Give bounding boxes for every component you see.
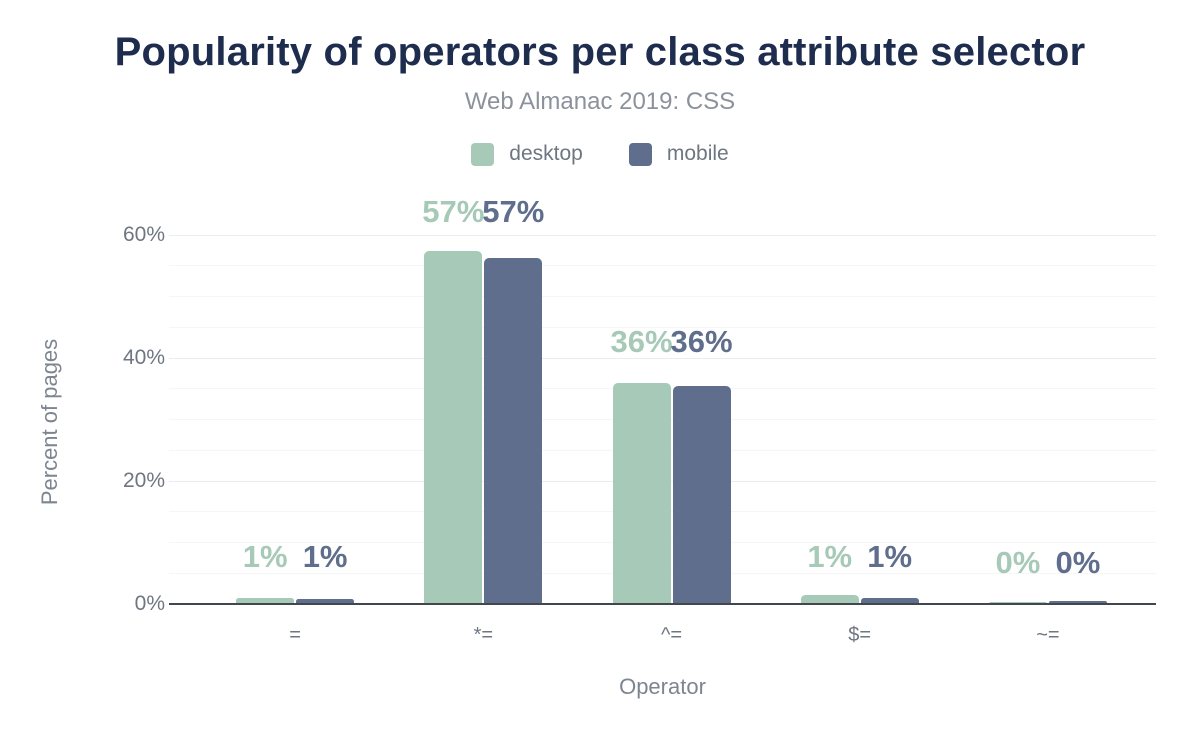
- y-tick-label-0: 0%: [134, 592, 165, 615]
- chart-title: Popularity of operators per class attrib…: [114, 30, 1086, 74]
- gridline-55: [169, 265, 1156, 267]
- bar-value-label-desktop-=: 1%: [242, 538, 288, 574]
- legend-label-desktop: desktop: [509, 142, 583, 165]
- x-tick-label-*=: *=: [473, 624, 494, 646]
- category-slot-=: 1% 1% =: [201, 190, 389, 646]
- bar-value-label-mobile-*=: 57%: [482, 194, 545, 230]
- bar-mobile-^=[interactable]: [672, 385, 731, 604]
- legend-item-desktop[interactable]: desktop: [471, 142, 583, 166]
- category-band: 1% 1% = 57% 57% *= 36% 36% ^= 1% 1% $= 0% 0% ~=: [201, 190, 1142, 646]
- bar-desktop-$=[interactable]: [800, 595, 859, 604]
- category-slot-~=: 0% 0% ~=: [954, 190, 1142, 646]
- x-tick-label-$=: $=: [848, 624, 872, 646]
- x-tick-label-=: =: [289, 624, 301, 646]
- legend-item-mobile[interactable]: mobile: [628, 142, 729, 166]
- x-tick-label-^=: ^=: [660, 624, 683, 646]
- category-slot-*=: 57% 57% *=: [389, 190, 577, 646]
- x-tick-label-~=: ~=: [1036, 624, 1060, 646]
- bar-mobile-=[interactable]: [296, 599, 355, 604]
- gridline-45: [169, 326, 1156, 328]
- gridline-50: [169, 296, 1156, 297]
- bar-mobile-~=[interactable]: [1048, 600, 1107, 604]
- bar-value-label-desktop-~=: 0%: [995, 545, 1041, 580]
- bar-mobile-$=[interactable]: [860, 597, 919, 604]
- bar-value-label-mobile-$=: 1%: [867, 538, 913, 574]
- gridline-60: [169, 234, 1156, 236]
- x-axis-title: Operator: [619, 674, 706, 699]
- gridline-40: [169, 357, 1156, 359]
- legend: desktop mobile: [0, 142, 1200, 166]
- legend-label-mobile: mobile: [666, 142, 729, 165]
- bar-value-label-mobile-=: 1%: [302, 538, 348, 574]
- category-slot-$=: 1% 1% $=: [766, 190, 954, 646]
- category-slot-^=: 36% 36% ^=: [577, 190, 765, 646]
- bar-value-label-mobile-~=: 0%: [1055, 545, 1101, 580]
- bar-mobile-*=[interactable]: [484, 257, 543, 604]
- chart-subtitle: Web Almanac 2019: CSS: [464, 88, 736, 115]
- bar-value-label-desktop-$=: 1%: [807, 538, 853, 574]
- bar-desktop-^=[interactable]: [612, 383, 671, 604]
- y-tick-label-60: 60%: [122, 223, 165, 246]
- mobile-swatch-icon: [628, 142, 652, 166]
- bar-desktop-~=[interactable]: [988, 601, 1047, 604]
- bar-value-label-desktop-^=: 36%: [610, 323, 673, 359]
- y-tick-label-40: 40%: [122, 346, 165, 369]
- y-tick-label-20: 20%: [122, 469, 165, 492]
- bar-value-label-mobile-^=: 36%: [670, 323, 733, 359]
- desktop-swatch-icon: [471, 142, 495, 166]
- bar-desktop-=[interactable]: [236, 598, 295, 604]
- bar-desktop-*=[interactable]: [424, 251, 483, 604]
- plot-area: 1% 1% = 57% 57% *= 36% 36% ^= 1% 1% $= 0% 0% ~= 0% 20% 4…: [123, 190, 1156, 646]
- bar-value-label-desktop-*=: 57%: [422, 194, 485, 230]
- x-axis-line: [169, 603, 1156, 605]
